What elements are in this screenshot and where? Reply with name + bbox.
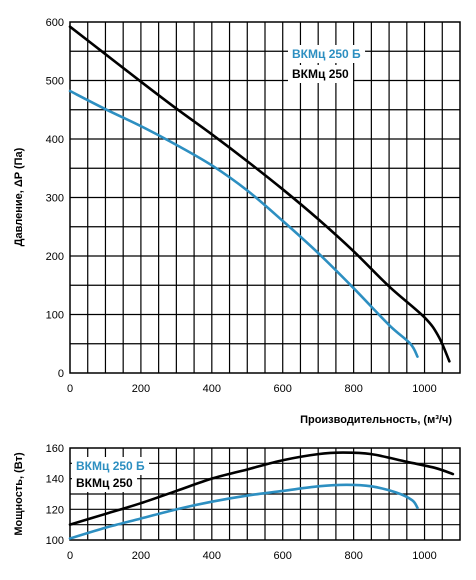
y-tick-label: 200 xyxy=(46,251,64,263)
x-tick-label: 800 xyxy=(344,383,362,395)
y-tick-label: 400 xyxy=(46,134,64,146)
pressure-chart: 0 200 400 600 800 1000 0 100 200 300 400 500 600 Прои… xyxy=(13,17,461,426)
x-tick-label: 400 xyxy=(203,383,221,395)
power-chart: 0 200 400 600 800 1000 100 120 140 160 Мощность, (… xyxy=(13,443,461,562)
plot-frame xyxy=(69,447,461,541)
legend-background xyxy=(288,65,354,83)
x-tick-label: 600 xyxy=(274,383,292,395)
x-tick-label: 600 xyxy=(274,550,292,562)
y-tick-label: 500 xyxy=(46,76,64,88)
legend-background xyxy=(72,457,150,475)
x-axis-title: Производительность, (м³/ч) xyxy=(300,414,452,426)
x-tick-label: 1000 xyxy=(412,383,436,395)
legend-entry: ВКМц 250 xyxy=(76,476,133,490)
y-tick-label: 300 xyxy=(46,193,64,205)
x-tick-label: 400 xyxy=(203,550,221,562)
x-tick-label: 1000 xyxy=(412,550,436,562)
grid-lines xyxy=(70,22,460,373)
legend-background xyxy=(72,474,138,492)
legend-entry: ВКМц 250 Б xyxy=(292,47,361,61)
y-axis-title: Мощность, (Вт) xyxy=(13,452,25,536)
y-tick-label: 120 xyxy=(46,504,64,516)
y-tick-label: 100 xyxy=(46,535,64,547)
plot-frame xyxy=(69,21,461,374)
legend-background xyxy=(288,45,366,63)
legend-entry: ВКМц 250 xyxy=(292,67,349,81)
x-tick-label: 200 xyxy=(132,383,150,395)
legend-entry: ВКМц 250 Б xyxy=(76,459,145,473)
y-tick-label: 600 xyxy=(46,17,64,29)
x-tick-label: 800 xyxy=(344,550,362,562)
y-tick-label: 160 xyxy=(46,443,64,455)
legend: ВКМц 250 Б ВКМц 250 xyxy=(72,457,150,492)
y-tick-label: 100 xyxy=(46,310,64,322)
x-tick-label: 0 xyxy=(67,550,73,562)
x-tick-label: 0 xyxy=(67,383,73,395)
series-line-1 xyxy=(68,451,455,526)
legend: ВКМц 250 Б ВКМц 250 xyxy=(288,45,366,83)
series-line-0 xyxy=(68,483,419,540)
x-tick-label: 200 xyxy=(132,550,150,562)
y-tick-label: 140 xyxy=(46,474,64,486)
series-line-0 xyxy=(68,89,419,358)
series-line-1 xyxy=(68,25,451,363)
y-axis-title: Давление, ΔP (Па) xyxy=(13,147,25,246)
y-tick-label: 0 xyxy=(58,368,64,380)
